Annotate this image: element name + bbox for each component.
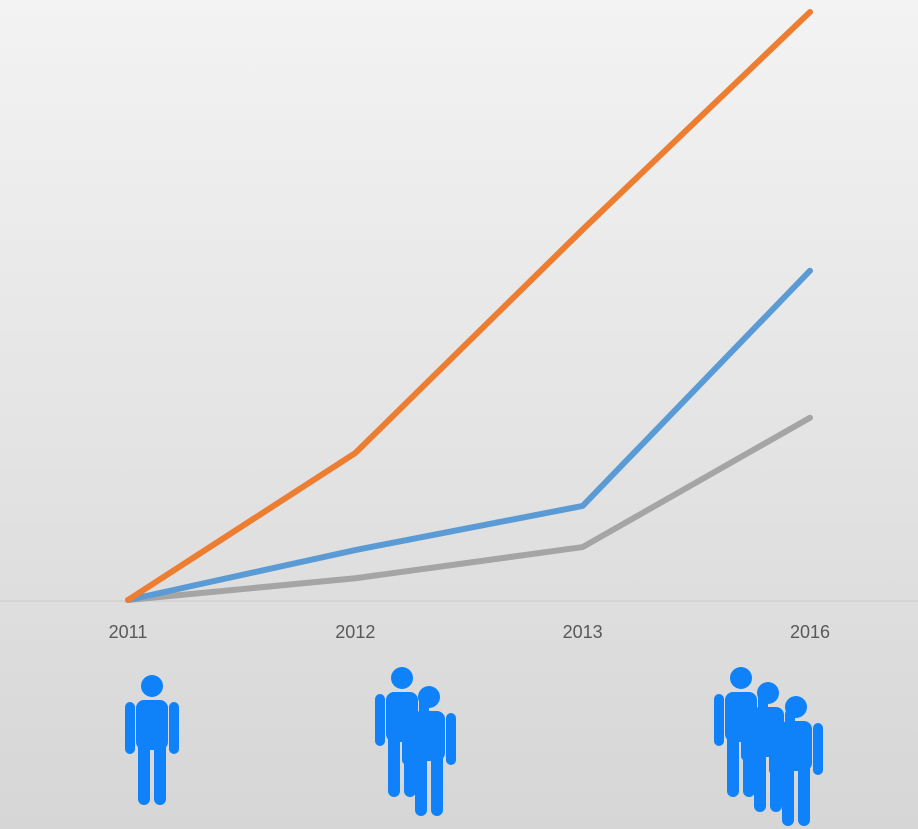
data-line	[125, 414, 813, 603]
data-line	[125, 267, 813, 603]
x-tick-label: 2012	[335, 622, 375, 642]
x-tick-label: 2011	[109, 622, 148, 642]
x-tick-label: 2016	[790, 622, 830, 642]
data-line	[125, 9, 813, 603]
x-tick-label: 2013	[563, 622, 603, 642]
